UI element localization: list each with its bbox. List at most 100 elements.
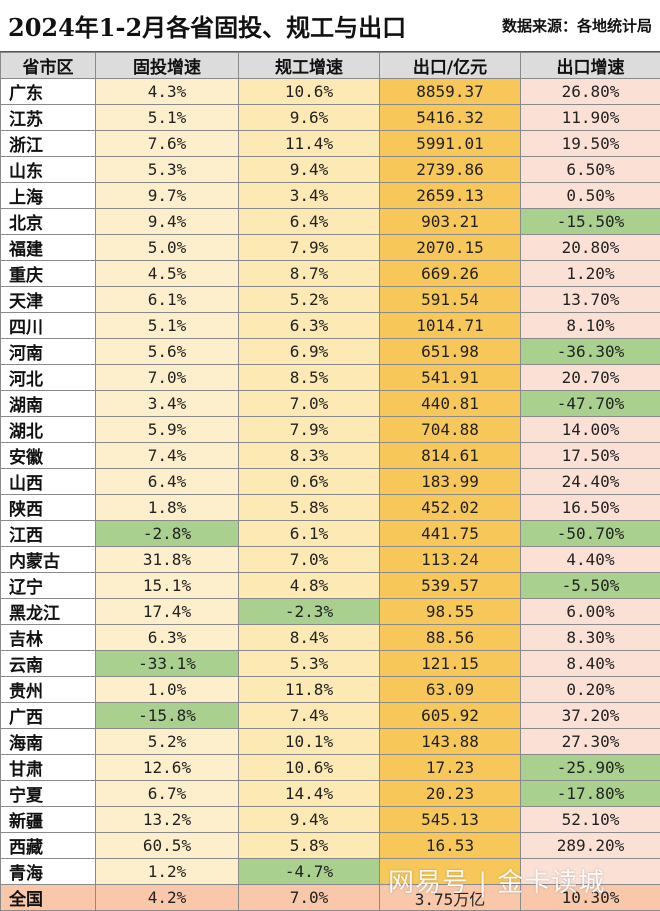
cell-exports: 88.56: [380, 625, 521, 651]
cell-province: 西藏: [1, 833, 96, 859]
cell-fai-growth: 17.4%: [96, 599, 239, 625]
cell-exports: 17.23: [380, 755, 521, 781]
cell-province: 山东: [1, 157, 96, 183]
cell-province: 黑龙江: [1, 599, 96, 625]
cell-export-growth: 1.20%: [521, 261, 660, 287]
cell-industrial-growth: 5.8%: [239, 495, 380, 521]
cell-industrial-growth: 7.0%: [239, 391, 380, 417]
cell-exports: 669.26: [380, 261, 521, 287]
cell-province: 海南: [1, 729, 96, 755]
cell-industrial-growth: 0.6%: [239, 469, 380, 495]
cell-exports: 183.99: [380, 469, 521, 495]
cell-export-growth: 8.10%: [521, 313, 660, 339]
cell-exports: 452.02: [380, 495, 521, 521]
cell-exports: 121.15: [380, 651, 521, 677]
header-export-growth: 出口增速: [521, 53, 660, 79]
cell-province: 福建: [1, 235, 96, 261]
header-exports: 出口/亿元: [380, 53, 521, 79]
cell-province: 吉林: [1, 625, 96, 651]
cell-industrial-growth: 8.7%: [239, 261, 380, 287]
cell-fai-growth: 4.2%: [96, 885, 239, 911]
table-row: 江西-2.8%6.1%441.75-50.70%: [1, 521, 660, 547]
cell-province: 新疆: [1, 807, 96, 833]
cell-industrial-growth: 7.0%: [239, 885, 380, 911]
cell-fai-growth: 60.5%: [96, 833, 239, 859]
cell-fai-growth: 3.4%: [96, 391, 239, 417]
cell-province: 安徽: [1, 443, 96, 469]
watermark: 网易号 | 金卡读城: [388, 862, 605, 899]
cell-province: 青海: [1, 859, 96, 885]
header-province: 省市区: [1, 53, 96, 79]
cell-industrial-growth: 10.1%: [239, 729, 380, 755]
cell-province: 广东: [1, 79, 96, 105]
cell-fai-growth: -15.8%: [96, 703, 239, 729]
cell-industrial-growth: 10.6%: [239, 79, 380, 105]
cell-fai-growth: 4.5%: [96, 261, 239, 287]
cell-exports: 704.88: [380, 417, 521, 443]
cell-industrial-growth: -4.7%: [239, 859, 380, 885]
cell-export-growth: -17.80%: [521, 781, 660, 807]
cell-province: 陕西: [1, 495, 96, 521]
cell-fai-growth: 12.6%: [96, 755, 239, 781]
cell-export-growth: 6.50%: [521, 157, 660, 183]
cell-fai-growth: 1.0%: [96, 677, 239, 703]
cell-export-growth: 37.20%: [521, 703, 660, 729]
cell-industrial-growth: 8.3%: [239, 443, 380, 469]
cell-province: 全国: [1, 885, 96, 911]
cell-province: 重庆: [1, 261, 96, 287]
cell-fai-growth: 1.8%: [96, 495, 239, 521]
cell-exports: 113.24: [380, 547, 521, 573]
cell-industrial-growth: 6.4%: [239, 209, 380, 235]
cell-fai-growth: -33.1%: [96, 651, 239, 677]
cell-industrial-growth: -2.3%: [239, 599, 380, 625]
cell-industrial-growth: 5.3%: [239, 651, 380, 677]
cell-province: 河南: [1, 339, 96, 365]
cell-province: 北京: [1, 209, 96, 235]
cell-province: 浙江: [1, 131, 96, 157]
cell-exports: 539.57: [380, 573, 521, 599]
cell-export-growth: 0.20%: [521, 677, 660, 703]
cell-province: 江苏: [1, 105, 96, 131]
cell-industrial-growth: 6.9%: [239, 339, 380, 365]
cell-exports: 8859.37: [380, 79, 521, 105]
cell-industrial-growth: 9.4%: [239, 807, 380, 833]
cell-fai-growth: 5.1%: [96, 105, 239, 131]
cell-export-growth: 16.50%: [521, 495, 660, 521]
cell-fai-growth: 7.4%: [96, 443, 239, 469]
cell-exports: 5416.32: [380, 105, 521, 131]
cell-fai-growth: 7.0%: [96, 365, 239, 391]
cell-province: 湖北: [1, 417, 96, 443]
cell-province: 甘肃: [1, 755, 96, 781]
cell-industrial-growth: 7.9%: [239, 235, 380, 261]
cell-export-growth: 8.40%: [521, 651, 660, 677]
cell-fai-growth: 5.6%: [96, 339, 239, 365]
header-fai-growth: 固投增速: [96, 53, 239, 79]
cell-fai-growth: 9.7%: [96, 183, 239, 209]
header-row: 省市区 固投增速 规工增速 出口/亿元 出口增速: [1, 53, 660, 79]
cell-province: 江西: [1, 521, 96, 547]
cell-province: 四川: [1, 313, 96, 339]
cell-exports: 651.98: [380, 339, 521, 365]
cell-export-growth: 27.30%: [521, 729, 660, 755]
cell-fai-growth: 6.3%: [96, 625, 239, 651]
cell-industrial-growth: 7.9%: [239, 417, 380, 443]
cell-industrial-growth: 11.4%: [239, 131, 380, 157]
